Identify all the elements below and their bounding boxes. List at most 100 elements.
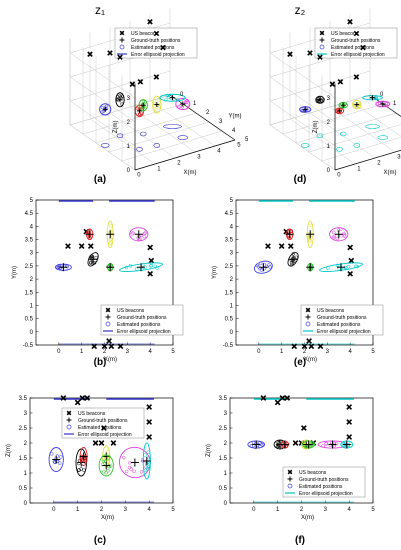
beacon-stroke — [148, 257, 155, 264]
axes-layer — [29, 8, 401, 504]
y-tick-label: 4.5 — [225, 211, 234, 217]
y-tick-label: 2.5 — [19, 426, 28, 432]
beacon-marker — [87, 51, 93, 57]
floor-grid — [121, 130, 223, 162]
estimated-point — [152, 101, 156, 106]
truth-marker — [137, 108, 142, 114]
estimated-point — [106, 456, 111, 460]
estimated-point — [354, 264, 358, 269]
truth-marker — [85, 230, 94, 239]
estimated-point — [143, 468, 148, 472]
beacon-stroke — [337, 79, 344, 85]
estimated-point — [102, 453, 106, 458]
y-tick-label: 3.5 — [219, 396, 228, 402]
truth-marker — [180, 101, 186, 107]
truth-marker — [317, 97, 323, 103]
y-tick-label: 3.5 — [225, 238, 234, 244]
x-tick-label: 5 — [171, 349, 175, 355]
y-tick-label: 2.5 — [25, 264, 34, 270]
truth-marker — [370, 95, 375, 101]
legend-entry: Error ellipsoid projection — [117, 329, 171, 335]
floor-projection — [139, 131, 147, 137]
legend-entry: Error ellipsoid projection — [317, 329, 371, 335]
beacon-marker — [60, 395, 67, 401]
wall-grid — [69, 100, 136, 147]
estimated-point — [185, 103, 189, 107]
estimated-point — [378, 103, 382, 108]
x-tick-label: 2 — [177, 161, 181, 167]
truth-marker — [102, 461, 111, 470]
estimated-point — [58, 266, 62, 270]
beacon-stroke — [146, 404, 153, 410]
estimated-point — [249, 444, 253, 448]
truth-marker — [328, 440, 337, 449]
beacon-stroke — [160, 44, 166, 51]
beacon-marker — [347, 244, 354, 251]
y-tick-label: 3 — [30, 251, 34, 257]
beacon-marker — [292, 440, 299, 446]
beacon-marker — [308, 343, 315, 350]
estimated-point — [87, 229, 91, 233]
floor-projection — [339, 131, 347, 137]
beacon-stroke — [306, 338, 312, 344]
y-tick-label: 3 — [230, 251, 234, 257]
estimated-point — [65, 264, 70, 269]
z-tick-label: 2 — [327, 120, 331, 126]
panel-label: (f) — [295, 535, 305, 546]
estimated-point — [103, 459, 108, 463]
floor-projection — [365, 124, 380, 129]
legend-box — [100, 304, 184, 336]
beacon-stroke — [284, 395, 291, 401]
floor-grid — [309, 112, 376, 159]
beacon-marker — [153, 74, 160, 80]
x-tick-label: 3 — [326, 349, 330, 355]
wall-grid — [269, 76, 336, 123]
z-axis-label: Z(m) — [113, 120, 119, 133]
truth-marker — [340, 102, 346, 108]
beacon-stroke — [301, 343, 308, 350]
z-tick-label: 2 — [127, 120, 131, 126]
estimated-point — [127, 465, 132, 470]
x-tick-label: 2 — [103, 349, 107, 355]
y-axis-label: Z(m) — [206, 444, 212, 457]
estimated-point — [57, 263, 61, 268]
x-axis-label: X(m) — [304, 357, 317, 363]
y-tick-label: 0 — [24, 501, 28, 507]
beacon-marker — [146, 434, 153, 440]
legend-entry: Error ellipsoid projection — [299, 491, 353, 497]
y-tick-label: 4 — [232, 128, 236, 134]
legend-estimated-icon — [287, 483, 293, 489]
estimated-point — [344, 266, 348, 270]
x-axis-label: X(m) — [104, 357, 117, 363]
truth-marker — [380, 101, 386, 107]
beacon-marker — [98, 440, 105, 446]
x-tick-label: 5 — [237, 143, 241, 149]
floor-grid — [308, 124, 401, 153]
y-tick-label: 1 — [24, 471, 28, 477]
beacon-marker — [137, 79, 144, 85]
beacon-marker — [307, 50, 313, 56]
floor-projection — [377, 135, 389, 140]
legend-entry: Error ellipsoid projection — [331, 52, 385, 58]
y-tick-label: 2 — [230, 277, 234, 283]
beacon-stroke — [278, 243, 285, 250]
estimated-point — [332, 230, 336, 235]
legend-estimated-icon — [319, 44, 325, 50]
beacon-stroke — [274, 399, 281, 406]
z-tick-label: 0 — [327, 168, 331, 174]
beacon-marker — [284, 395, 291, 401]
y-axis-label: Y(m) — [229, 114, 242, 120]
beacon-stroke — [360, 44, 366, 51]
y-tick-label: 4 — [230, 224, 234, 230]
marks-layer — [48, 19, 391, 503]
truth-marker — [259, 263, 268, 272]
beacon-stroke — [110, 440, 117, 446]
x-axis-label: X(m) — [101, 515, 114, 521]
beacon-stroke — [329, 81, 336, 87]
legend-beacon-icon — [119, 30, 125, 36]
y-tick-label: 1 — [393, 101, 397, 107]
estimated-point — [275, 445, 280, 449]
legend-entry: Ground-truth positions — [331, 38, 381, 44]
panel-label: (b) — [94, 357, 107, 368]
x-tick-label: 4 — [347, 507, 351, 513]
